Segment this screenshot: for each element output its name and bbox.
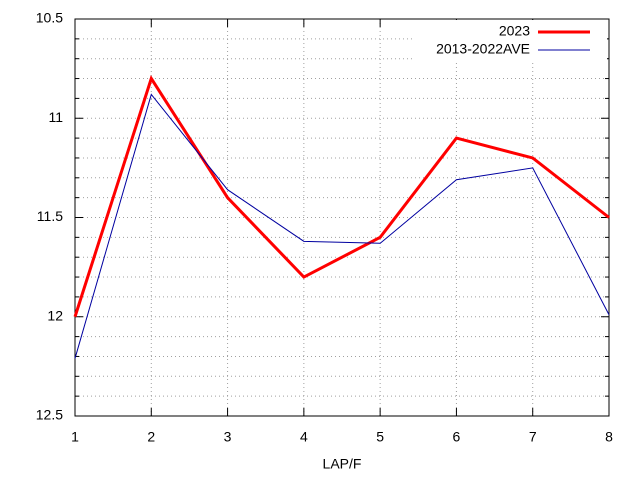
x-tick-label: 3 — [224, 429, 232, 445]
x-tick-label: 1 — [71, 429, 79, 445]
x-axis-label: LAP/F — [323, 456, 362, 472]
y-tick-label: 10.5 — [36, 10, 63, 26]
y-tick-label: 12 — [47, 307, 63, 323]
x-tick-label: 2 — [147, 429, 155, 445]
y-tick-label: 12.5 — [36, 407, 63, 423]
y-tick-label: 11 — [48, 109, 63, 125]
legend-label: 2013-2022AVE — [436, 41, 530, 57]
x-tick-label: 5 — [376, 429, 384, 445]
x-tick-label: 8 — [605, 429, 613, 445]
y-tick-label: 11.5 — [37, 208, 63, 224]
x-tick-label: 7 — [529, 429, 537, 445]
series-line — [73, 75, 610, 318]
legend-box — [413, 20, 607, 62]
series-line — [74, 93, 610, 359]
legend-label: 2023 — [499, 23, 530, 39]
x-tick-label: 6 — [453, 429, 461, 445]
x-tick-label: 4 — [300, 429, 308, 445]
